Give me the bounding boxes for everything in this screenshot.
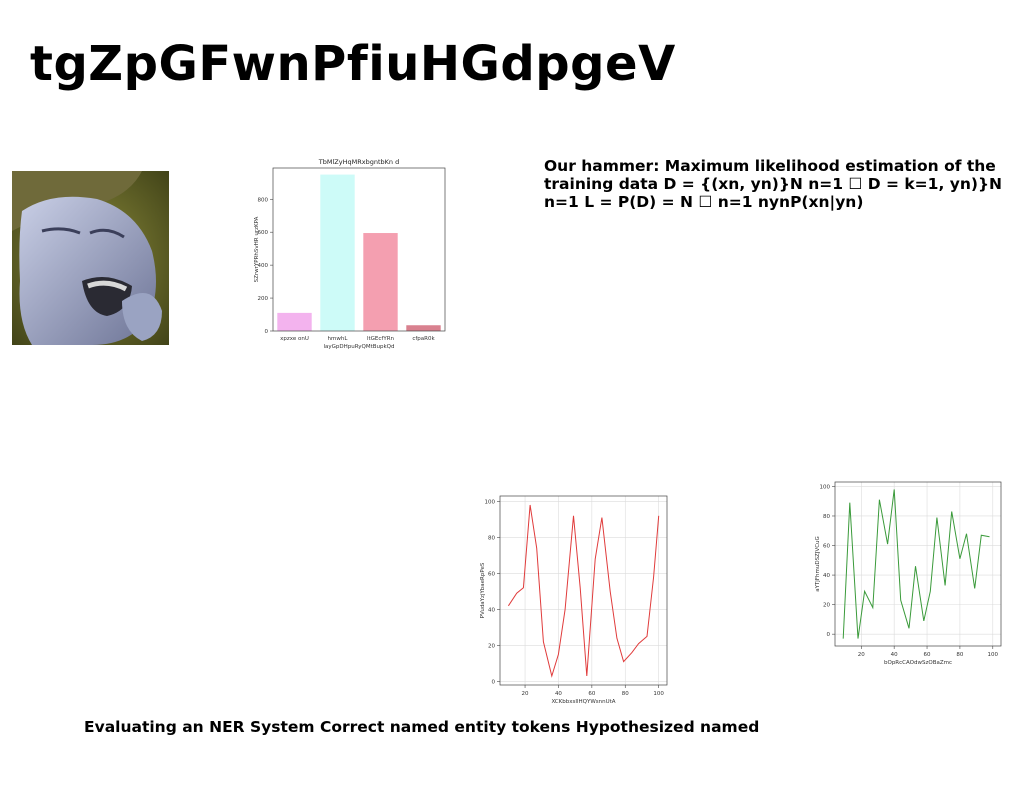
bar-2 — [363, 233, 398, 331]
bar-x-tick-3: cfpaR0k — [412, 336, 435, 342]
bar-chart: TbMlZyHqMRxbgntbKn d xpzxe onU hmwhL ltGEcf… — [250, 150, 450, 380]
bar-y-tick-2: 400 — [258, 263, 269, 269]
red-chart-xlabel: XCKbbxsIlHQYWsnnUtA — [551, 699, 615, 705]
red-line-chart-svg: 20 40 60 80 100 0 20 40 60 80 100 XCKbbxsIlHQYWsnnU… — [480, 495, 668, 705]
green-chart-series-line — [842, 489, 990, 639]
bar-0 — [277, 312, 312, 331]
red-chart-y-tick-5: 100 — [485, 499, 496, 505]
green-chart-ylabel: aYTjFhmuDSZJVCuG — [815, 536, 821, 592]
green-chart-x-tick-0: 20 — [858, 652, 865, 658]
bar-1 — [320, 174, 355, 331]
bar-chart-xlabel: layGpDHpuRyQMtBupkQd — [323, 344, 394, 350]
bar-chart-frame — [272, 167, 446, 332]
red-chart-x-tick-0: 20 — [522, 691, 529, 697]
red-chart-frame — [499, 495, 668, 686]
green-chart-x-tick-4: 100 — [988, 652, 999, 658]
portrait-image — [12, 171, 169, 345]
bar-y-tick-3: 600 — [258, 230, 269, 236]
footer-text: Evaluating an NER System Correct named e… — [84, 718, 760, 736]
bar-x-tick-2: ltGEcfYRn — [367, 336, 395, 342]
bar-y-tick-0: 0 — [265, 329, 269, 335]
bar-x-tick-0: xpzxe onU — [280, 336, 309, 342]
bar-chart-ylabel: SZrwrYPRhSvHR urzKPA — [254, 216, 260, 282]
red-chart-x-tick-3: 80 — [622, 691, 629, 697]
green-chart-xlabel: bOpRcCAOdwSzOBaZmc — [884, 660, 952, 666]
green-chart-x-tick-2: 60 — [924, 652, 931, 658]
green-line-chart: 20 40 60 80 100 0 20 40 60 80 100 bOpRcCAOdwSzOBaZm… — [805, 474, 1010, 674]
red-chart-x-tick-1: 40 — [555, 691, 562, 697]
red-chart-ylabel: PVudaYzjYbaeRpPeS — [480, 562, 486, 618]
red-chart-y-tick-1: 20 — [488, 643, 495, 649]
red-chart-x-tick-2: 60 — [588, 691, 595, 697]
bar-x-tick-1: hmwhL — [328, 336, 349, 342]
red-chart-y-tick-4: 80 — [488, 535, 495, 541]
green-chart-y-tick-4: 80 — [823, 514, 830, 520]
bar-chart-svg: TbMlZyHqMRxbgntbKn d xpzxe onU hmwhL ltGEcf… — [254, 158, 446, 350]
green-chart-y-tick-1: 20 — [823, 603, 830, 609]
red-chart-y-tick-0: 0 — [492, 679, 496, 685]
red-chart-series-line — [507, 504, 660, 678]
bar-chart-title: TbMlZyHqMRxbgntbKn d — [318, 158, 399, 166]
portrait-photo — [12, 171, 169, 345]
red-chart-y-tick-2: 40 — [488, 607, 495, 613]
green-chart-x-tick-3: 80 — [956, 652, 963, 658]
bar-3 — [406, 325, 441, 331]
green-chart-frame — [834, 481, 1002, 647]
green-chart-y-tick-2: 40 — [823, 573, 830, 579]
body-text: Our hammer: Maximum likelihood estimatio… — [544, 157, 1002, 211]
slide-title: tgZpGFwnPfiuHGdpgeV — [30, 36, 676, 92]
green-line-chart-svg: 20 40 60 80 100 0 20 40 60 80 100 bOpRcCAOdwSzOBaZm… — [815, 481, 1002, 666]
red-line-chart: 20 40 60 80 100 0 20 40 60 80 100 XCKbbxsIlHQYWsnnU… — [470, 485, 680, 707]
bar-y-tick-1: 200 — [258, 296, 269, 302]
green-chart-y-tick-0: 0 — [827, 632, 831, 638]
bar-y-tick-4: 800 — [258, 197, 269, 203]
red-chart-y-tick-3: 60 — [488, 571, 495, 577]
green-chart-y-tick-5: 100 — [820, 484, 831, 490]
green-chart-y-tick-3: 60 — [823, 544, 830, 550]
red-chart-x-tick-4: 100 — [653, 691, 664, 697]
green-chart-x-tick-1: 40 — [891, 652, 898, 658]
